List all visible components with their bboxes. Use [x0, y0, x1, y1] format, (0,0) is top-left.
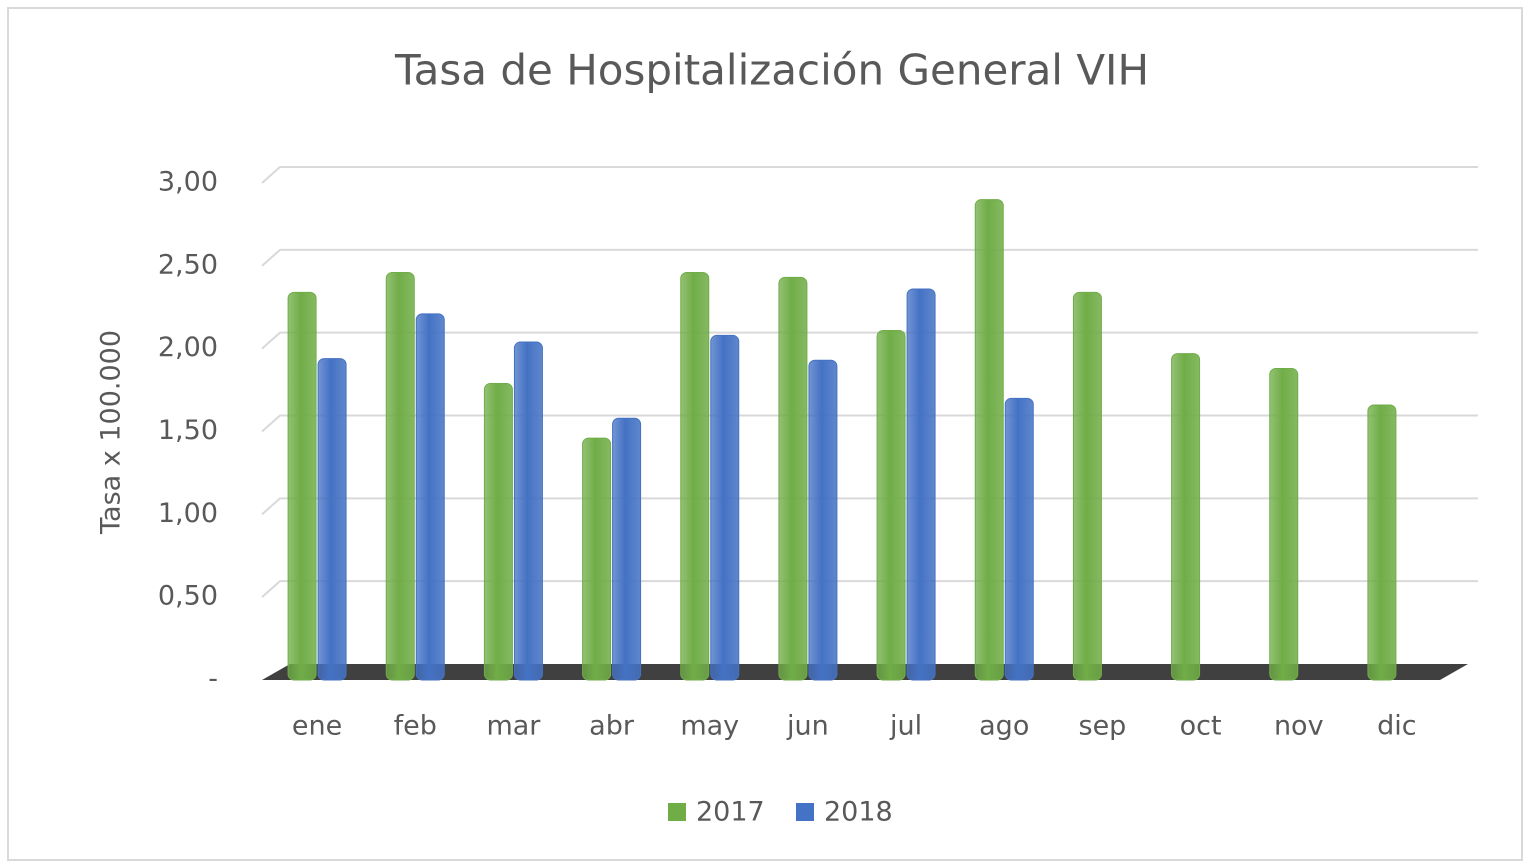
- bar: [317, 358, 347, 681]
- grid-line: [261, 248, 1478, 267]
- grid-line: [261, 166, 1478, 184]
- bar: [778, 276, 808, 681]
- x-tick-label: ago: [979, 711, 1029, 742]
- bar: [513, 341, 543, 681]
- x-tick-label: abr: [589, 711, 635, 742]
- x-tick-label: jun: [786, 711, 829, 742]
- bar: [808, 359, 838, 681]
- bar: [1171, 353, 1201, 681]
- x-tick-label: feb: [394, 711, 437, 742]
- x-tick-label: mar: [486, 711, 541, 742]
- y-tick-label: 2,50: [158, 249, 218, 280]
- bar: [385, 271, 415, 681]
- x-tick-label: jul: [889, 711, 922, 742]
- y-tick-label: 2,00: [158, 332, 218, 363]
- x-tick-label: dic: [1377, 711, 1417, 742]
- bar: [876, 329, 906, 681]
- x-tick-label: sep: [1079, 711, 1127, 742]
- bar: [1004, 397, 1034, 681]
- y-axis-label: Tasa x 100.000: [96, 330, 127, 535]
- y-tick-label: 1,00: [158, 498, 218, 529]
- bar: [974, 199, 1004, 681]
- y-tick-label: 1,50: [158, 415, 218, 446]
- bar: [415, 313, 445, 681]
- y-tick-label: -: [208, 664, 218, 695]
- legend-label: 2018: [824, 797, 893, 828]
- y-tick-label: 0,50: [158, 581, 218, 612]
- legend-label: 2017: [696, 797, 765, 828]
- legend-swatch: [796, 803, 814, 821]
- x-tick-label: may: [680, 711, 739, 742]
- y-tick-label: 3,00: [158, 167, 218, 198]
- bar: [906, 288, 936, 681]
- x-tick-label: nov: [1274, 711, 1324, 742]
- bar: [1269, 368, 1299, 681]
- floor: [262, 664, 1468, 680]
- bar: [680, 271, 710, 681]
- bar: [612, 417, 642, 681]
- x-tick-label: oct: [1180, 711, 1222, 742]
- legend-swatch: [668, 803, 686, 821]
- bar: [483, 382, 513, 681]
- bar: [710, 334, 740, 681]
- bar: [1072, 291, 1102, 681]
- chart-title: Tasa de Hospitalización General VIH: [394, 46, 1149, 95]
- bar: [582, 437, 612, 681]
- bar: [1367, 404, 1397, 681]
- x-tick-label: ene: [292, 711, 342, 742]
- bar: [287, 291, 317, 681]
